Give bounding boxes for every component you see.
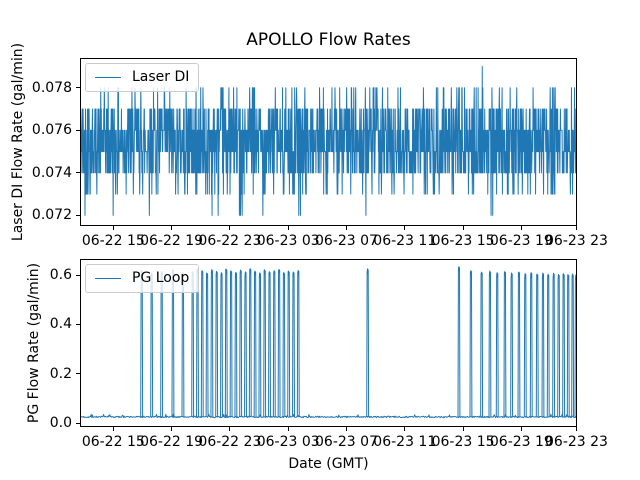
y-tickmark [76, 214, 80, 216]
x-tick-label: 06-23 03 [256, 434, 320, 450]
y-tickmark [76, 129, 80, 131]
x-tickmark [112, 226, 114, 230]
y-tick-label: 0.078 [31, 79, 72, 96]
x-tickmark [404, 427, 406, 431]
x-tickmark [462, 226, 464, 230]
x-tick-label: 06-23 15 [431, 233, 495, 249]
y-tickmark [76, 373, 80, 375]
x-tick-label: 06-23 23 [545, 434, 608, 450]
y-tickmark [76, 172, 80, 174]
x-tickmark [287, 226, 289, 230]
y-tickmark [76, 422, 80, 424]
axes-spines [80, 58, 577, 226]
x-tick-label: 06-23 23 [545, 233, 608, 249]
figure-title: APOLLO Flow Rates [246, 30, 411, 50]
legend-line-sample [95, 77, 121, 78]
y-tick-label: 0.2 [49, 365, 72, 382]
x-tick-label: 06-22 23 [198, 434, 262, 450]
data-line-laser-di [80, 66, 577, 216]
x-tick-label: 06-23 11 [373, 233, 437, 249]
axes-spines [80, 259, 577, 427]
x-axis-label: Date (GMT) [288, 456, 369, 472]
x-tick-label: 06-23 03 [256, 233, 320, 249]
x-tickmark [171, 226, 173, 230]
y-tickmark [76, 274, 80, 276]
x-tickmark [345, 427, 347, 431]
y-tick-label: 0.076 [31, 122, 72, 139]
x-tickmark [229, 427, 231, 431]
y-tick-label: 0.6 [49, 267, 72, 284]
y-tick-label: 0.074 [31, 164, 72, 181]
x-tick-label: 06-23 07 [315, 233, 378, 249]
y-tick-label: 0.0 [49, 415, 72, 432]
x-tick-label: 06-22 15 [81, 233, 145, 249]
x-tickmark [520, 427, 522, 431]
x-tick-label: 06-22 15 [81, 434, 145, 450]
x-tick-label: 06-22 23 [198, 233, 262, 249]
legend-label: Laser DI [132, 69, 190, 85]
legend-line-sample [95, 278, 121, 279]
y-tickmark [76, 87, 80, 89]
top-y-axis-label: Laser DI Flow Rate (gal/min) [10, 42, 26, 242]
x-tickmark [287, 427, 289, 431]
x-tickmark [112, 427, 114, 431]
plot-area-laser-di [80, 58, 577, 226]
x-tick-label: 06-22 19 [140, 233, 204, 249]
x-tick-label: 06-23 19 [489, 233, 553, 249]
x-tick-label: 06-22 19 [140, 434, 204, 450]
x-tickmark [345, 226, 347, 230]
x-tick-label: 06-23 19 [489, 434, 553, 450]
x-tickmark [576, 226, 577, 230]
y-tick-label: 0.4 [49, 316, 72, 333]
y-tick-label: 0.072 [31, 207, 72, 224]
legend-label: PG Loop [132, 270, 190, 286]
x-tick-label: 06-23 07 [315, 434, 378, 450]
x-tickmark [229, 226, 231, 230]
x-tickmark [520, 226, 522, 230]
x-tickmark [404, 226, 406, 230]
legend-pg-loop: PG Loop [85, 264, 200, 293]
x-tickmark [462, 427, 464, 431]
x-tickmark [576, 427, 577, 431]
x-tickmark [171, 427, 173, 431]
y-tickmark [76, 323, 80, 325]
legend-laser-di: Laser DI [85, 63, 200, 92]
x-tick-label: 06-23 11 [373, 434, 437, 450]
x-tick-label: 06-23 15 [431, 434, 495, 450]
